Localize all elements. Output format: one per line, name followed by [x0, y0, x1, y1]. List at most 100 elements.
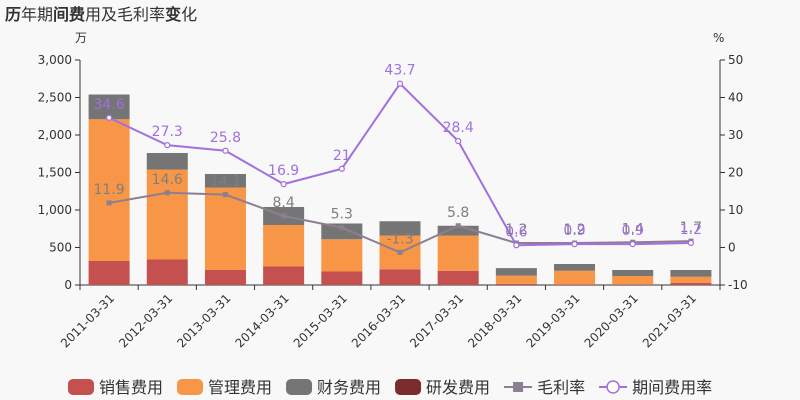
expense-rate-label: 25.8 — [210, 130, 241, 146]
expense-rate-point — [222, 147, 229, 154]
bar-segment — [437, 225, 479, 236]
expense-rate-label: 0.9 — [563, 223, 585, 239]
bar-segment — [146, 153, 188, 170]
bar-segment — [554, 264, 596, 271]
y-left-unit: 万 — [75, 31, 87, 45]
x-tick-label: 2014-03-31 — [233, 291, 292, 350]
legend-swatch — [68, 379, 94, 395]
expense-rate-label: 1.2 — [680, 222, 702, 238]
bar-segment — [379, 221, 421, 236]
gross-margin-label: 1.7 — [680, 220, 702, 236]
y-right-tick-label: 10 — [728, 203, 743, 217]
bar-segment — [204, 187, 246, 270]
line-series-group — [105, 80, 695, 255]
gross-margin-point — [164, 190, 170, 196]
legend-swatch — [286, 379, 313, 395]
bar-segment — [670, 282, 712, 285]
expense-rate-point — [396, 80, 404, 87]
gross-margin-label: 11.9 — [94, 182, 125, 198]
expense-rate-label: 16.9 — [268, 163, 299, 179]
gross-margin-label: 14.6 — [152, 172, 183, 188]
bar-segment — [495, 275, 537, 284]
bar-segment — [321, 223, 363, 240]
legend-label: 期间费用率 — [632, 378, 712, 397]
y-right-tick-label: 0 — [728, 241, 736, 255]
legend: 销售费用 管理费用 财务费用 研发费用 毛利率 期间费用率 — [68, 378, 712, 397]
legend-swatch — [395, 379, 422, 395]
bar-segment — [670, 270, 712, 277]
bar-segment — [670, 276, 712, 283]
expense-rate-label: 28.4 — [443, 120, 474, 136]
expense-rate-line — [108, 82, 691, 247]
x-tick-label: 2011-03-31 — [58, 291, 117, 350]
gross-margin-label: 1.4 — [622, 221, 644, 237]
title-part: 用及毛利率 — [85, 5, 165, 24]
gross-margin-label: -1.3 — [386, 231, 413, 247]
y-left-tick-label: 2,000 — [38, 128, 72, 142]
expense-rate-label: 0.9 — [622, 223, 644, 239]
expense-rate-label: 0.6 — [505, 224, 527, 240]
bar-segment — [554, 284, 596, 285]
legend-marker — [513, 382, 524, 392]
gross-margin-point — [455, 223, 461, 229]
bar-segment — [204, 270, 246, 285]
y-left-tick-label: 1,000 — [38, 203, 72, 217]
bar-segment — [88, 261, 130, 285]
bar-segment — [612, 270, 654, 276]
title-part: 历 — [5, 5, 21, 24]
bar-segment — [321, 271, 363, 285]
bar-segment — [263, 266, 305, 285]
bar-segment — [321, 239, 363, 272]
x-tick-label: 2017-03-31 — [407, 291, 466, 350]
chart-title: 历年期间费用及毛利率变化 — [5, 5, 197, 24]
title-part: 间费 — [53, 5, 85, 24]
x-tick-label: 2020-03-31 — [582, 291, 641, 350]
legend-label: 财务费用 — [317, 378, 381, 397]
gross-margin-point — [339, 225, 345, 231]
gross-margin-label: 8.4 — [273, 195, 295, 211]
legend-swatch — [177, 379, 204, 395]
expense-rate-point — [105, 114, 113, 121]
bar-segment — [495, 268, 537, 276]
bar-segment — [88, 119, 130, 261]
y-left-tick-label: 1,500 — [38, 166, 72, 180]
axes: 0 500 1,000 1,500 2,000 2,500 3,000 -10 0 10 20 30 4… — [38, 53, 748, 350]
title-part: 化 — [181, 5, 197, 24]
gross-margin-label: 1.2 — [563, 222, 585, 238]
bar-segment — [612, 276, 654, 285]
expense-rate-point — [513, 242, 520, 249]
title-part: 年期 — [21, 5, 53, 24]
legend-label: 销售费用 — [99, 378, 163, 397]
x-tick-label: 2019-03-31 — [523, 291, 582, 350]
legend-label: 毛利率 — [537, 378, 585, 397]
bar-segment — [204, 174, 246, 188]
expense-rate-point — [455, 137, 462, 145]
gross-margin-label: 5.8 — [447, 205, 469, 221]
gross-margin-point — [222, 192, 228, 198]
y-right-tick-label: 40 — [728, 91, 743, 105]
expense-rate-point — [629, 241, 636, 248]
y-left-tick-label: 500 — [49, 241, 72, 255]
bar-segment — [437, 270, 479, 285]
y-left-tick-label: 3,000 — [38, 53, 72, 67]
y-right-tick-label: 30 — [728, 128, 743, 142]
bar-series-group — [88, 94, 712, 285]
expense-rate-point — [164, 142, 171, 149]
y-right-tick-label: 20 — [728, 166, 743, 180]
x-tick-label: 2021-03-31 — [640, 291, 699, 350]
legend-label: 研发费用 — [426, 378, 490, 397]
gross-margin-point — [106, 200, 112, 206]
gross-margin-point — [397, 249, 403, 255]
bar-segment — [146, 259, 188, 285]
expense-rate-point — [571, 241, 578, 248]
bar-segment — [437, 235, 479, 271]
bar-segment — [612, 284, 654, 285]
y-right-tick-label: -10 — [728, 278, 748, 292]
expense-rate-label: 27.3 — [152, 124, 183, 140]
bar-segment — [263, 225, 305, 267]
gross-margin-label: 1.2 — [505, 222, 527, 238]
bar-segment — [495, 283, 537, 285]
expense-rate-point — [280, 181, 287, 188]
gross-margin-label: 14.1 — [210, 174, 241, 190]
